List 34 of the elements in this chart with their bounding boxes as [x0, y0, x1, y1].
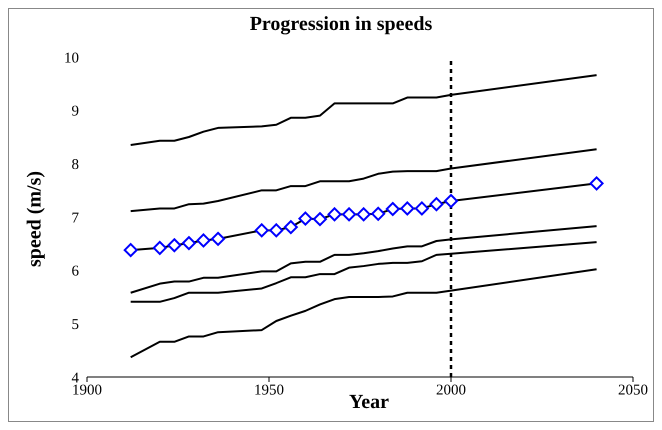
point	[152, 240, 167, 255]
point	[254, 223, 269, 238]
x-axis-title: Year	[349, 391, 389, 414]
y-axis-title: speed (m/s)	[24, 170, 46, 268]
point	[414, 201, 429, 216]
x-tick-label: 2050	[618, 382, 648, 399]
point	[342, 207, 356, 222]
point	[284, 220, 298, 234]
point	[196, 233, 210, 248]
y-tick-label: 5	[72, 316, 79, 333]
point	[167, 238, 182, 252]
y-tick-label: 9	[72, 104, 79, 120]
y-tick-label: 7	[72, 210, 80, 226]
y-tick-label: 8	[72, 156, 79, 173]
point	[312, 212, 327, 226]
point	[211, 232, 226, 246]
x-tick-label: 1900	[72, 382, 102, 399]
point	[371, 206, 386, 221]
point	[590, 176, 604, 190]
point	[444, 194, 458, 208]
chart-title: Progression in speeds	[248, 13, 434, 36]
point	[182, 236, 196, 250]
point	[124, 243, 138, 258]
point	[328, 207, 342, 222]
point	[400, 201, 414, 216]
x-tick-label: 1950	[254, 382, 284, 399]
point	[386, 202, 400, 216]
y-tick-label: 10	[64, 50, 79, 66]
point	[356, 207, 371, 222]
y-tick-label: 6	[72, 264, 80, 280]
point	[269, 223, 284, 238]
point	[429, 197, 444, 212]
x-tick-label: 2000	[436, 382, 466, 399]
point	[298, 212, 312, 226]
